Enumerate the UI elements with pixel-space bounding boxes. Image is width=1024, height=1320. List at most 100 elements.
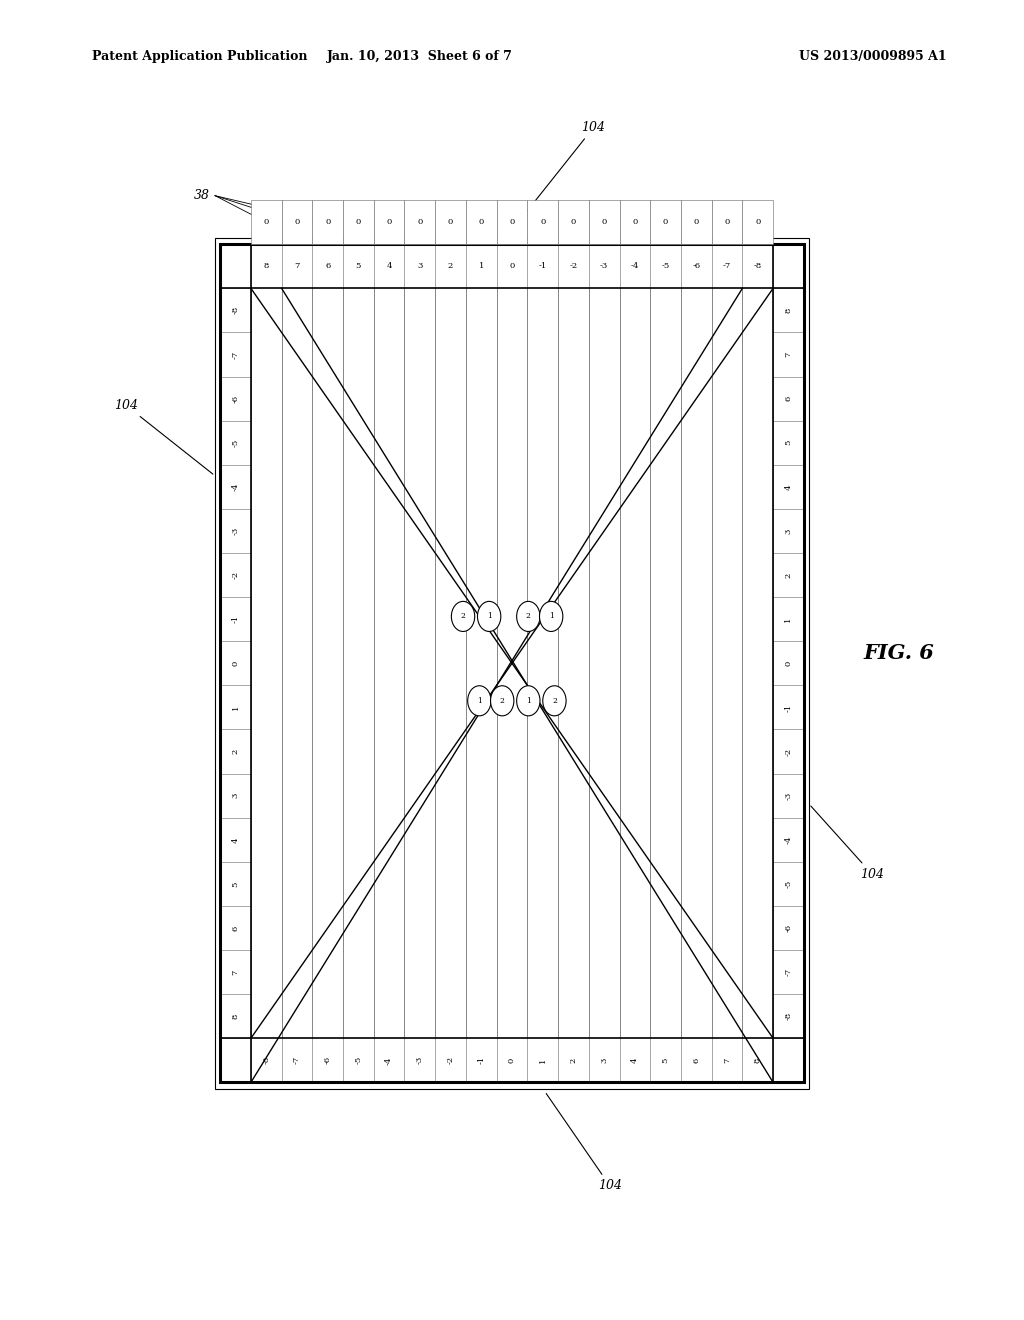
Text: 0: 0 — [570, 218, 577, 226]
Text: 2: 2 — [447, 263, 454, 271]
Bar — [404, 201, 435, 244]
Circle shape — [540, 602, 563, 631]
Text: -5: -5 — [354, 1056, 362, 1064]
Text: 0: 0 — [784, 661, 793, 665]
Text: -1: -1 — [231, 615, 240, 623]
Circle shape — [543, 686, 566, 715]
Text: -6: -6 — [784, 924, 793, 932]
Text: 0: 0 — [540, 218, 546, 226]
Text: 2: 2 — [784, 573, 793, 578]
Text: 7: 7 — [723, 1057, 731, 1063]
Text: 0: 0 — [632, 218, 638, 226]
Circle shape — [477, 602, 501, 631]
Text: 2: 2 — [231, 748, 240, 754]
Text: 7: 7 — [784, 352, 793, 358]
Text: 8: 8 — [754, 1057, 762, 1063]
Text: 1: 1 — [539, 1057, 547, 1063]
Text: 0: 0 — [755, 218, 761, 226]
Text: 6: 6 — [784, 396, 793, 401]
Text: 0: 0 — [231, 661, 240, 665]
Text: 5: 5 — [231, 882, 240, 887]
Text: 0: 0 — [263, 218, 269, 226]
Text: 2: 2 — [526, 612, 530, 620]
Text: 6: 6 — [692, 1057, 700, 1063]
Text: -6: -6 — [692, 263, 700, 271]
Text: 2: 2 — [461, 612, 466, 620]
Bar — [220, 244, 804, 1082]
Text: 4: 4 — [231, 837, 240, 842]
Text: 3: 3 — [600, 1057, 608, 1063]
Text: 4: 4 — [631, 1057, 639, 1063]
Text: -5: -5 — [784, 879, 793, 888]
Text: 7: 7 — [294, 263, 300, 271]
Bar — [282, 201, 312, 244]
Text: 4: 4 — [784, 484, 793, 490]
Bar — [527, 201, 558, 244]
Text: -4: -4 — [631, 263, 639, 271]
Text: 8: 8 — [263, 263, 269, 271]
Text: -4: -4 — [385, 1056, 393, 1064]
Bar — [497, 201, 527, 244]
Text: 0: 0 — [478, 218, 484, 226]
Bar — [374, 201, 404, 244]
Text: -5: -5 — [231, 438, 240, 447]
Text: Patent Application Publication: Patent Application Publication — [92, 50, 307, 63]
Text: 8: 8 — [784, 308, 793, 313]
Text: 1: 1 — [784, 616, 793, 622]
Text: -1: -1 — [784, 704, 793, 711]
Text: 0: 0 — [663, 218, 669, 226]
Text: -7: -7 — [784, 968, 793, 977]
Text: 0: 0 — [294, 218, 300, 226]
Text: 1: 1 — [477, 697, 482, 705]
Bar — [712, 201, 742, 244]
Text: -3: -3 — [784, 792, 793, 800]
Text: -6: -6 — [231, 395, 240, 403]
Text: -8: -8 — [754, 263, 762, 271]
Bar — [558, 201, 589, 244]
Text: 0: 0 — [509, 263, 515, 271]
Circle shape — [490, 686, 514, 715]
Text: 104: 104 — [115, 399, 213, 474]
Text: 0: 0 — [601, 218, 607, 226]
Text: 0: 0 — [509, 218, 515, 226]
Text: 104: 104 — [523, 121, 605, 215]
Text: 38: 38 — [194, 189, 210, 202]
Circle shape — [452, 602, 475, 631]
Bar — [251, 201, 282, 244]
Text: 0: 0 — [693, 218, 699, 226]
Text: -4: -4 — [784, 836, 793, 843]
Text: -1: -1 — [477, 1056, 485, 1064]
Text: 2: 2 — [552, 697, 557, 705]
Bar — [620, 201, 650, 244]
Circle shape — [517, 686, 540, 715]
Text: Jan. 10, 2013  Sheet 6 of 7: Jan. 10, 2013 Sheet 6 of 7 — [327, 50, 513, 63]
Text: 6: 6 — [231, 925, 240, 931]
Text: -1: -1 — [539, 263, 547, 271]
Text: -7: -7 — [293, 1056, 301, 1064]
Text: 6: 6 — [325, 263, 331, 271]
Circle shape — [468, 686, 492, 715]
Text: -2: -2 — [231, 572, 240, 579]
Bar — [681, 201, 712, 244]
Text: 3: 3 — [231, 793, 240, 799]
Text: -3: -3 — [416, 1056, 424, 1064]
Text: 0: 0 — [386, 218, 392, 226]
Text: 5: 5 — [355, 263, 361, 271]
Bar — [742, 201, 773, 244]
Bar — [435, 201, 466, 244]
Text: 1: 1 — [549, 612, 554, 620]
Text: -6: -6 — [324, 1056, 332, 1064]
Text: US 2013/0009895 A1: US 2013/0009895 A1 — [799, 50, 946, 63]
Text: 5: 5 — [784, 440, 793, 445]
Text: 0: 0 — [447, 218, 454, 226]
Text: -7: -7 — [723, 263, 731, 271]
Bar — [215, 238, 809, 1089]
Text: 7: 7 — [231, 969, 240, 974]
Bar — [343, 201, 374, 244]
Bar — [650, 201, 681, 244]
Text: -3: -3 — [231, 527, 240, 535]
Text: 0: 0 — [355, 218, 361, 226]
Text: 8: 8 — [231, 1014, 240, 1019]
Text: 104: 104 — [811, 807, 884, 880]
Text: -8: -8 — [262, 1056, 270, 1064]
